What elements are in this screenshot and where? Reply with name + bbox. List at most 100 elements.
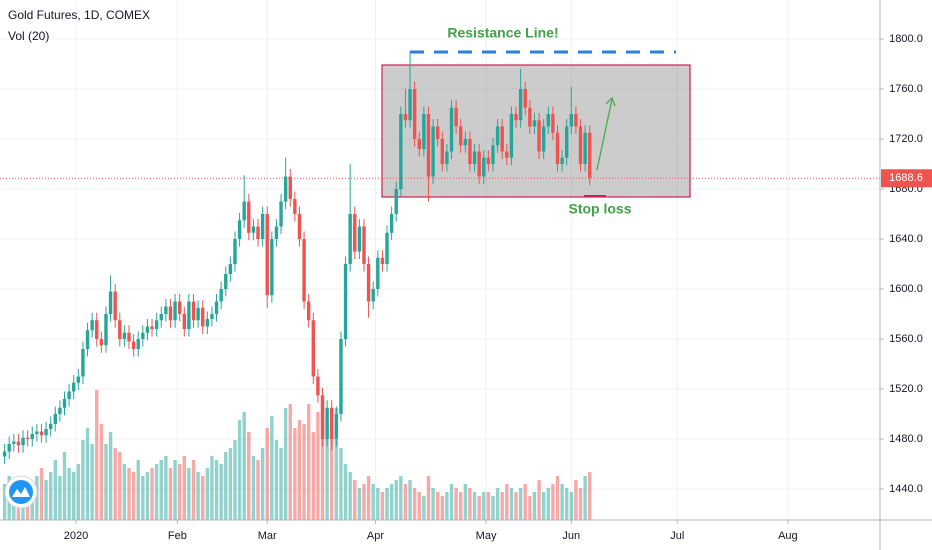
volume-bar — [472, 492, 477, 520]
candle-body — [412, 89, 417, 139]
chart-title: Gold Futures, 1D, COMEX — [8, 8, 150, 22]
candle-body — [366, 264, 371, 302]
volume-bar — [159, 460, 163, 520]
grid — [0, 0, 880, 520]
volume-bar — [588, 472, 592, 520]
candle-body — [555, 132, 560, 164]
candle-body — [122, 332, 127, 339]
candle-body — [357, 226, 362, 252]
candle-body — [251, 226, 256, 233]
candle-body — [560, 157, 564, 164]
candle-body — [537, 120, 541, 152]
candle-body — [417, 139, 421, 149]
candle-body — [224, 274, 228, 289]
volume-bar — [44, 480, 48, 520]
volume-bar — [187, 468, 191, 520]
volume-bar — [357, 488, 362, 520]
candle-body — [30, 434, 34, 439]
volume-bar — [237, 420, 242, 520]
candle-body — [159, 314, 163, 321]
candle-body — [435, 126, 440, 139]
candle-body — [302, 239, 306, 302]
candle-body — [233, 239, 237, 264]
volume-bar — [85, 428, 90, 520]
volume-bar — [283, 408, 288, 520]
volume-bar — [201, 476, 205, 520]
volume-bar — [546, 488, 550, 520]
candle-body — [196, 307, 200, 321]
candle-body — [588, 132, 592, 178]
candle-body — [76, 376, 81, 383]
y-tick-label: 1800.0 — [889, 33, 923, 45]
volume-bar — [509, 488, 514, 520]
candle-body — [164, 306, 168, 314]
volume-bar — [270, 416, 274, 520]
candle-body — [39, 431, 44, 436]
last-price-label: 1688.6 — [889, 172, 923, 184]
candle-body — [131, 341, 136, 349]
volume-bar — [435, 492, 440, 520]
volume-bar — [376, 488, 380, 520]
logo-mark — [12, 487, 30, 497]
volume-bar — [90, 444, 94, 520]
candle-body — [528, 107, 532, 127]
candle-body — [108, 291, 113, 314]
candle-body — [90, 320, 94, 331]
candle-body — [343, 264, 348, 339]
candle-body — [297, 214, 302, 239]
volume-bar — [311, 432, 315, 520]
volume-bar — [316, 412, 320, 520]
volume-bar — [371, 484, 375, 520]
candle-body — [53, 414, 57, 424]
candle-body — [219, 289, 223, 302]
x-tick-label: Jul — [670, 530, 684, 542]
volume-bar — [48, 472, 53, 520]
volume-bar — [468, 488, 472, 520]
candle-body — [311, 320, 315, 377]
candle-body — [320, 395, 325, 439]
candle-body — [454, 107, 458, 127]
volume-bar — [417, 492, 421, 520]
volume-bar — [2, 484, 7, 520]
volume-bar — [154, 464, 159, 520]
volume-bar — [459, 492, 463, 520]
volume-bar — [389, 484, 394, 520]
x-tick-label: 2020 — [64, 530, 88, 542]
candle-body — [551, 114, 555, 133]
candle-body — [403, 114, 408, 121]
candle-body — [463, 139, 468, 146]
candle-body — [182, 314, 186, 329]
volume-bar — [274, 440, 279, 520]
y-tick-label: 1560.0 — [889, 333, 923, 345]
candle-body — [12, 441, 16, 444]
candle-body — [574, 114, 578, 127]
candle-body — [288, 176, 292, 199]
candle-body — [578, 126, 583, 164]
candle-body — [380, 257, 385, 264]
candle-body — [237, 220, 242, 239]
candle-body — [394, 189, 398, 214]
candle-body — [339, 339, 343, 414]
volume-bar — [440, 496, 445, 520]
candle-body — [265, 214, 269, 296]
candle-body — [325, 407, 329, 439]
volume-bar — [127, 468, 131, 520]
x-tick-label: May — [476, 530, 497, 542]
candle-body — [334, 414, 339, 439]
volume-bar — [242, 412, 246, 520]
candle-body — [256, 226, 260, 239]
candle-body — [67, 391, 71, 399]
volume-bar — [306, 404, 311, 520]
volume-bar — [528, 496, 532, 520]
volume-bar — [380, 492, 385, 520]
volume-pane — [2, 390, 592, 520]
volume-bar — [569, 492, 574, 520]
volume-bar — [532, 492, 537, 520]
candle-body — [283, 176, 288, 202]
volume-label: Vol (20) — [8, 29, 49, 43]
candle-body — [514, 114, 518, 121]
candle-body — [495, 126, 500, 146]
candle-body — [500, 126, 504, 152]
volume-bar — [168, 468, 173, 520]
